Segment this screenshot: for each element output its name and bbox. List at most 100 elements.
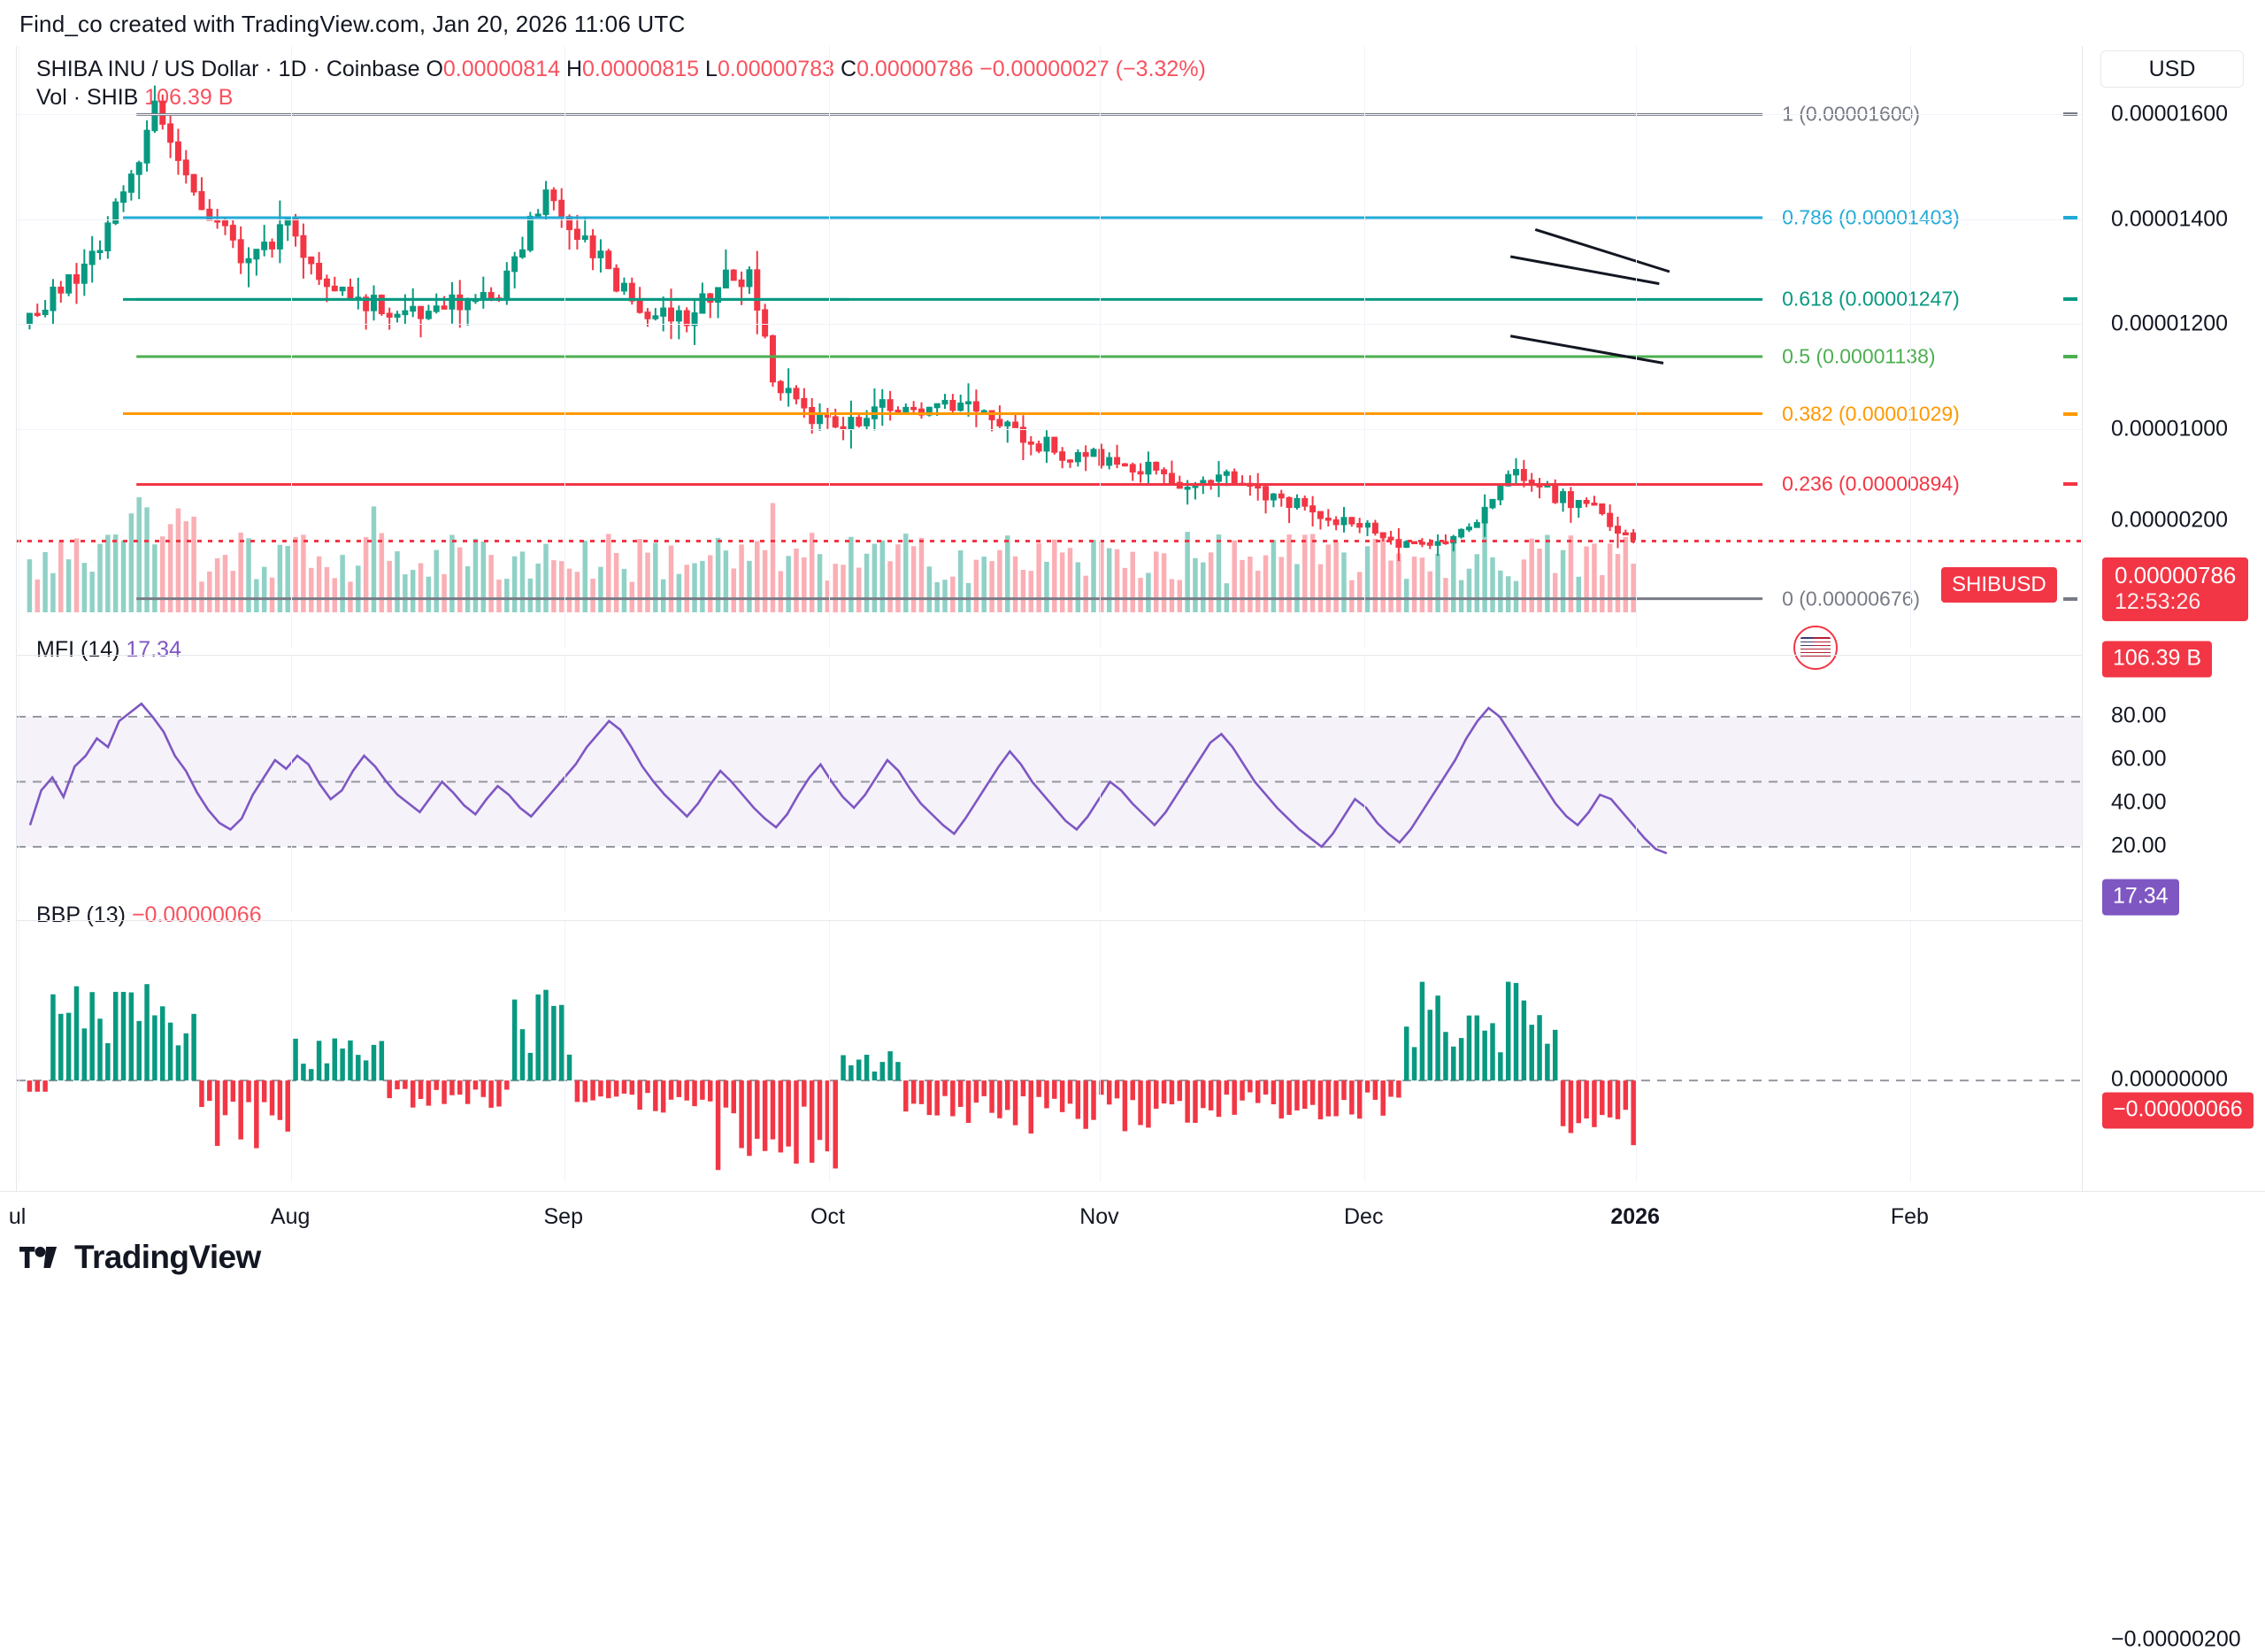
- mfi-line-layer: [17, 702, 2083, 855]
- fib-axis-dash: [2063, 354, 2077, 358]
- time-axis[interactable]: ul Aug Sep Oct Nov Dec 2026 Feb: [0, 1191, 2265, 1245]
- legend-open-label: O: [426, 57, 443, 81]
- bbp-tick-2: 0.00000000: [2111, 1066, 2229, 1092]
- price-pane[interactable]: 1 (0.00001600) 0.786 (0.00001403) 0.618 (0…: [17, 46, 2083, 670]
- chart-plot-area[interactable]: SHIBA INU / US Dollar · 1D · Coinbase O0…: [16, 46, 2083, 1191]
- mfi-tick-2: 40.00: [2111, 789, 2167, 815]
- flag-stripe: [1800, 642, 1831, 646]
- fib-level-label-0_786: 0.786 (0.00001403): [1782, 205, 1960, 229]
- bbp-tick-1: 0.00000200: [2111, 507, 2229, 533]
- last-price-value: 0.00000786: [2115, 561, 2237, 588]
- flag-stripe: [1800, 653, 1831, 657]
- chart-legend-main: SHIBA INU / US Dollar · 1D · Coinbase O0…: [36, 57, 1206, 82]
- time-axis-label-2026: 2026: [1610, 1204, 1660, 1229]
- currency-unit-button[interactable]: USD: [2100, 50, 2244, 88]
- flag-stripe: [1800, 657, 1831, 658]
- price-scale[interactable]: USD 0.00001600 0.00001400 0.00001200 0.0000…: [1941, 46, 2265, 1651]
- fib-level-label-0_618: 0.618 (0.00001247): [1782, 287, 1960, 311]
- price-tick-0: 0.00001600: [2111, 101, 2229, 127]
- legend-mfi-label: MFI (14): [36, 637, 120, 662]
- legend-mfi-value: 17.34: [126, 637, 181, 662]
- grid-line-vertical: [1636, 46, 1638, 648]
- legend-low-value: 0.00000783: [717, 57, 835, 81]
- price-tick-2: 0.00001200: [2111, 311, 2229, 336]
- legend-volume-value: 106.39 B: [144, 85, 234, 110]
- grid-line-vertical: [1364, 656, 1366, 912]
- grid-line-vertical: [1636, 921, 1638, 1182]
- grid-line-vertical: [1364, 46, 1366, 648]
- grid-line-vertical: [828, 46, 830, 648]
- grid-line-vertical: [1364, 921, 1366, 1182]
- grid-line-vertical: [1100, 656, 1102, 912]
- grid-line: [17, 428, 2083, 430]
- tradingview-logo-icon: [19, 1247, 58, 1268]
- chart-legend-volume: Vol · SHIB 106.39 B: [36, 85, 233, 111]
- grid-line: [17, 219, 2083, 220]
- fib-level-label-1: 1 (0.00001600): [1782, 102, 1921, 126]
- bar-countdown: 12:53:26: [2115, 588, 2201, 614]
- grid-line: [17, 324, 2083, 326]
- tradingview-wordmark: TradingView: [74, 1239, 261, 1275]
- fib-axis-dash: [2063, 216, 2077, 220]
- chart-frame: SHIBA INU / US Dollar · 1D · Coinbase O0…: [0, 46, 2265, 1651]
- flag-stripe: [1800, 646, 1831, 649]
- attribution-text: Find_co created with TradingView.com, Ja…: [19, 11, 686, 37]
- bbp-value-tag: −0.00000066: [2102, 1092, 2253, 1129]
- price-tick-1: 0.00001400: [2111, 206, 2229, 232]
- grid-line-vertical: [1910, 46, 1912, 648]
- legend-change-value: −0.00000027 (−3.32%): [979, 57, 1206, 81]
- legend-volume-label: Vol · SHIB: [36, 85, 139, 110]
- time-axis-label-ul: ul: [8, 1204, 27, 1229]
- mfi-tick-3: 20.00: [2111, 833, 2167, 858]
- symbol-price-tag: SHIBUSD: [1941, 567, 2057, 603]
- bbp-pane[interactable]: [17, 920, 2083, 1182]
- price-tick-3: 0.00001000: [2111, 416, 2229, 442]
- grid-line-vertical: [1910, 921, 1912, 1182]
- legend-open-value: 0.00000814: [442, 57, 560, 81]
- time-axis-label-oct: Oct: [810, 1204, 845, 1229]
- chart-legend-mfi: MFI (14) 17.34: [36, 637, 181, 663]
- grid-line-vertical: [828, 656, 830, 912]
- price-candles-layer: [17, 85, 2083, 612]
- fib-level-label-0: 0 (0.00000676): [1782, 587, 1921, 611]
- legend-low-label: L: [705, 57, 718, 81]
- mfi-tick-1: 60.00: [2111, 746, 2167, 772]
- legend-close-label: C: [841, 57, 857, 81]
- volume-value-tag: 106.39 B: [2102, 641, 2213, 678]
- legend-bbp-label: BBP (13): [36, 903, 126, 927]
- legend-bbp-value: −0.00000066: [131, 903, 262, 927]
- legend-close-value: 0.00000786: [856, 57, 974, 81]
- grid-line-vertical: [828, 921, 830, 1182]
- bbp-tick-3: −0.00000200: [2111, 1626, 2241, 1652]
- fib-axis-dash: [2063, 297, 2077, 302]
- tradingview-footer: TradingView: [19, 1239, 261, 1276]
- time-axis-label-nov: Nov: [1079, 1204, 1119, 1229]
- grid-line-vertical: [564, 656, 565, 912]
- bbp-histogram-layer: [17, 981, 2083, 1171]
- mfi-value-tag: 17.34: [2102, 879, 2179, 916]
- legend-high-value: 0.00000815: [582, 57, 700, 81]
- flag-stripe: [1800, 639, 1831, 642]
- legend-symbol[interactable]: SHIBA INU / US Dollar · 1D · Coinbase: [36, 57, 420, 81]
- grid-line-vertical: [291, 921, 293, 1182]
- grid-line-vertical: [564, 921, 565, 1182]
- fib-level-label-0_236: 0.236 (0.00000894): [1782, 472, 1960, 496]
- grid-line-vertical: [1910, 656, 1912, 912]
- fib-axis-dash: [2063, 482, 2077, 487]
- grid-line-vertical: [291, 46, 293, 648]
- mfi-tick-0: 80.00: [2111, 703, 2167, 728]
- mfi-pane[interactable]: [17, 655, 2083, 912]
- grid-line: [17, 114, 2083, 116]
- grid-line-vertical: [1100, 46, 1102, 648]
- time-axis-label-dec: Dec: [1343, 1204, 1384, 1229]
- grid-line-vertical: [564, 46, 565, 648]
- legend-high-label: H: [565, 57, 582, 81]
- grid-line-vertical: [1100, 921, 1102, 1182]
- last-price-tag: 0.00000786 12:53:26: [2102, 557, 2249, 622]
- grid-line-vertical: [1636, 656, 1638, 912]
- fib-axis-dash: [2063, 596, 2077, 601]
- grid-line-vertical: [291, 656, 293, 912]
- time-axis-label-sep: Sep: [543, 1204, 583, 1229]
- fib-level-label-0_5: 0.5 (0.00001138): [1782, 344, 1936, 368]
- flag-stripe: [1800, 649, 1831, 653]
